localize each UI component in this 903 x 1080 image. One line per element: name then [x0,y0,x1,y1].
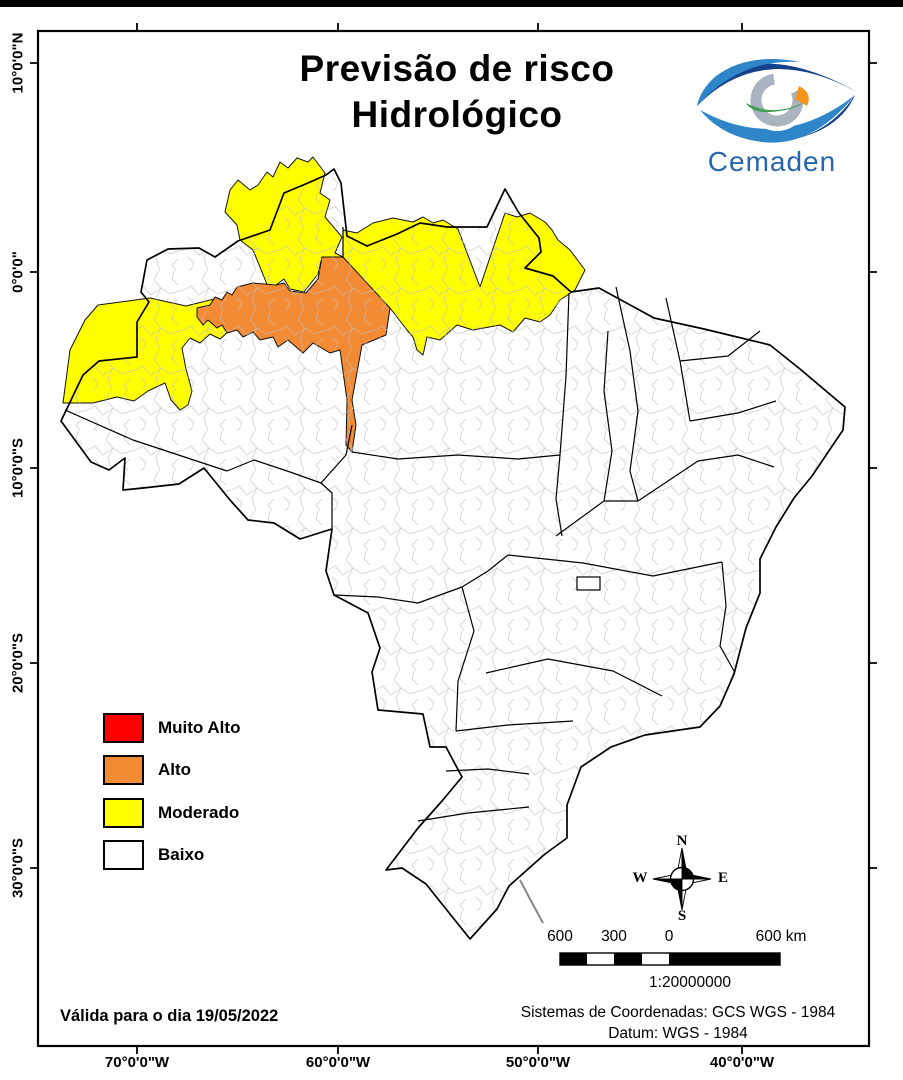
legend-swatch-muito-alto [103,712,144,743]
compass-rose-icon [652,847,712,911]
lon-label-40w: 40°0'0"W [709,1054,775,1071]
lat-label-0: 0°0'0" [9,251,27,293]
title-line2: Hidrológico [351,94,563,135]
brazil-outline [60,168,846,940]
page-title: Previsão de risco Hidrológico [247,46,667,138]
crs-line1: Sistemas de Coordenadas: GCS WGS - 1984 [520,1004,836,1021]
lat-label-10n: 10°0'0"N [9,32,27,94]
cemaden-logo-icon [697,59,857,143]
scale-label-0: 0 [664,928,674,945]
lat-label-20s: 20°0'0"S [9,632,27,694]
scale-ratio: 1:20000000 [649,974,731,991]
lon-label-70w: 70°0'0"W [104,1054,170,1071]
scale-label-600-left: 600 [547,928,573,945]
lat-label-30s: 30°0'0"S [9,837,27,899]
validity-date: Válida para o dia 19/05/2022 [60,1007,279,1025]
legend-item-muito-alto: Muito Alto [103,711,240,744]
lon-label-60w: 60°0'0"W [305,1054,371,1071]
municipal-boundaries-texture [61,169,845,939]
crs-line2: Datum: WGS - 1984 [608,1025,748,1042]
legend-label-moderado: Moderado [158,802,240,822]
legend-swatch-alto [103,754,144,785]
graticule-ticks [30,23,877,1054]
compass-east-label: E [717,870,728,886]
top-border-bar [0,0,903,7]
map-frame [36,29,871,1048]
compass-west-label: W [632,870,648,886]
legend-item-baixo: Baixo [103,838,204,871]
state-borders [64,227,777,822]
legend-swatch-moderado [103,797,144,828]
distrito-federal-outline [576,576,601,591]
compass-south-label: S [677,908,687,924]
title-line1: Previsão de risco [299,48,615,89]
compass-north-label: N [676,833,688,849]
legend-item-moderado: Moderado [103,796,239,829]
lat-label-10s: 10°0'0"S [9,437,27,499]
legend-label-alto: Alto [158,759,192,779]
legend-item-alto: Alto [103,753,191,786]
lon-label-50w: 50°0'0"W [505,1054,571,1071]
scale-label-300: 300 [601,928,627,945]
scale-label-600km: 600 km [755,928,807,945]
legend-swatch-baixo [103,839,144,870]
scale-bar [559,952,781,966]
coastal-lagoon [519,879,544,924]
coordinate-system-note: Sistemas de Coordenadas: GCS WGS - 1984 … [492,1002,864,1044]
legend-label-muito-alto: Muito Alto [158,717,241,737]
legend-label-baixo: Baixo [158,844,205,864]
cemaden-wordmark: Cemaden [707,146,837,177]
